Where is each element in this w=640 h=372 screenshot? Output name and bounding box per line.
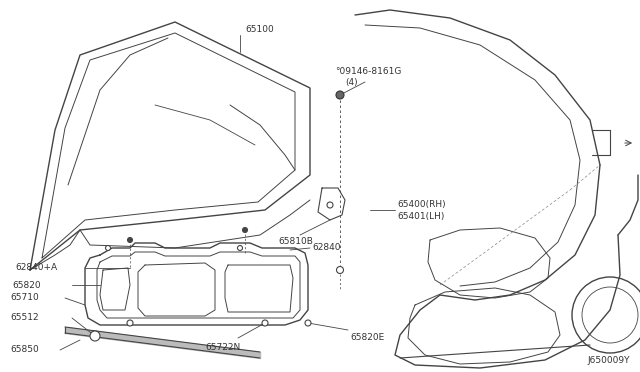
- Circle shape: [127, 320, 133, 326]
- Text: 62840: 62840: [312, 244, 340, 253]
- Circle shape: [106, 246, 111, 250]
- Text: 65512: 65512: [10, 314, 38, 323]
- Text: J650009Y: J650009Y: [588, 356, 630, 365]
- Circle shape: [90, 331, 100, 341]
- Circle shape: [127, 237, 132, 243]
- Text: 62840+A: 62840+A: [15, 263, 57, 273]
- Text: 65820E: 65820E: [350, 334, 384, 343]
- Circle shape: [262, 320, 268, 326]
- Text: 65850: 65850: [10, 346, 39, 355]
- Circle shape: [243, 228, 248, 232]
- Circle shape: [336, 91, 344, 99]
- Text: 65722N: 65722N: [205, 343, 240, 353]
- Circle shape: [337, 266, 344, 273]
- Text: 65810B: 65810B: [278, 237, 313, 247]
- Text: 65400(RH): 65400(RH): [397, 201, 445, 209]
- Circle shape: [327, 202, 333, 208]
- Text: 65100: 65100: [245, 26, 274, 35]
- Circle shape: [237, 246, 243, 250]
- Text: °09146-8161G: °09146-8161G: [335, 67, 401, 77]
- Text: 65401(LH): 65401(LH): [397, 212, 444, 221]
- Circle shape: [305, 320, 311, 326]
- Text: (4): (4): [345, 77, 358, 87]
- Text: 65710: 65710: [10, 294, 39, 302]
- Text: 65820: 65820: [12, 280, 40, 289]
